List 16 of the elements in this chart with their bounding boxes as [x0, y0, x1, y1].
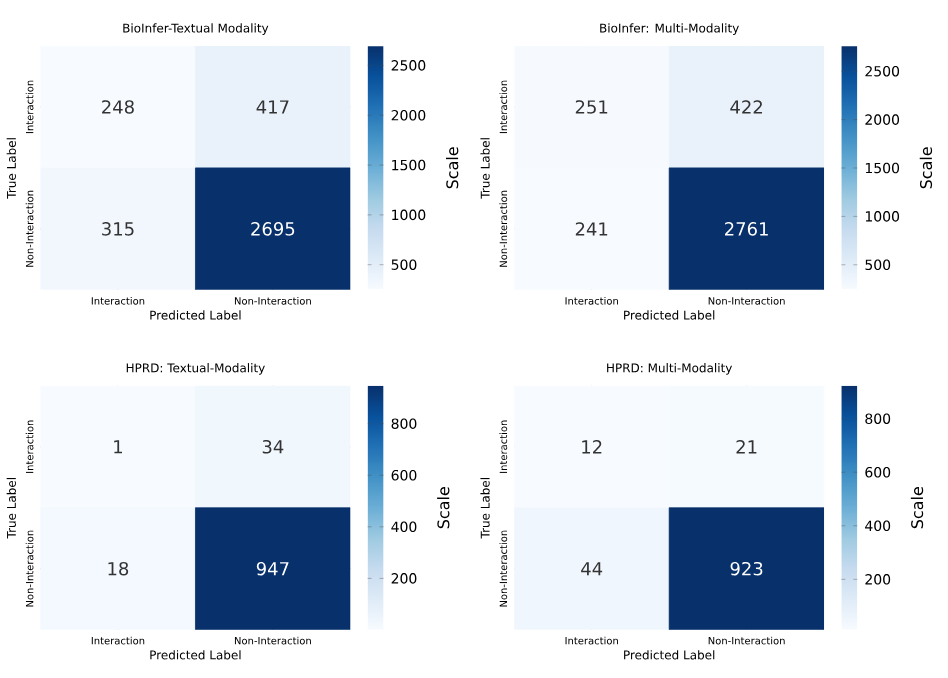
data-label: 923: [730, 562, 763, 576]
data-label: 315: [102, 222, 134, 236]
data-label: 18: [108, 562, 129, 576]
data-label: 12: [582, 440, 602, 454]
data-label: 417: [256, 100, 289, 114]
data-label: 1: [114, 440, 122, 454]
data-label: 2761: [725, 222, 768, 236]
data-label: 947: [256, 562, 289, 576]
data-label: 422: [730, 100, 762, 114]
data-label: 251: [575, 100, 608, 114]
data-label: 248: [102, 100, 134, 114]
data-label: 34: [262, 440, 284, 454]
data-label: 241: [575, 222, 608, 236]
data-label: 44: [581, 562, 603, 576]
data-label: 2695: [251, 222, 295, 236]
data-label: 21: [736, 440, 757, 454]
